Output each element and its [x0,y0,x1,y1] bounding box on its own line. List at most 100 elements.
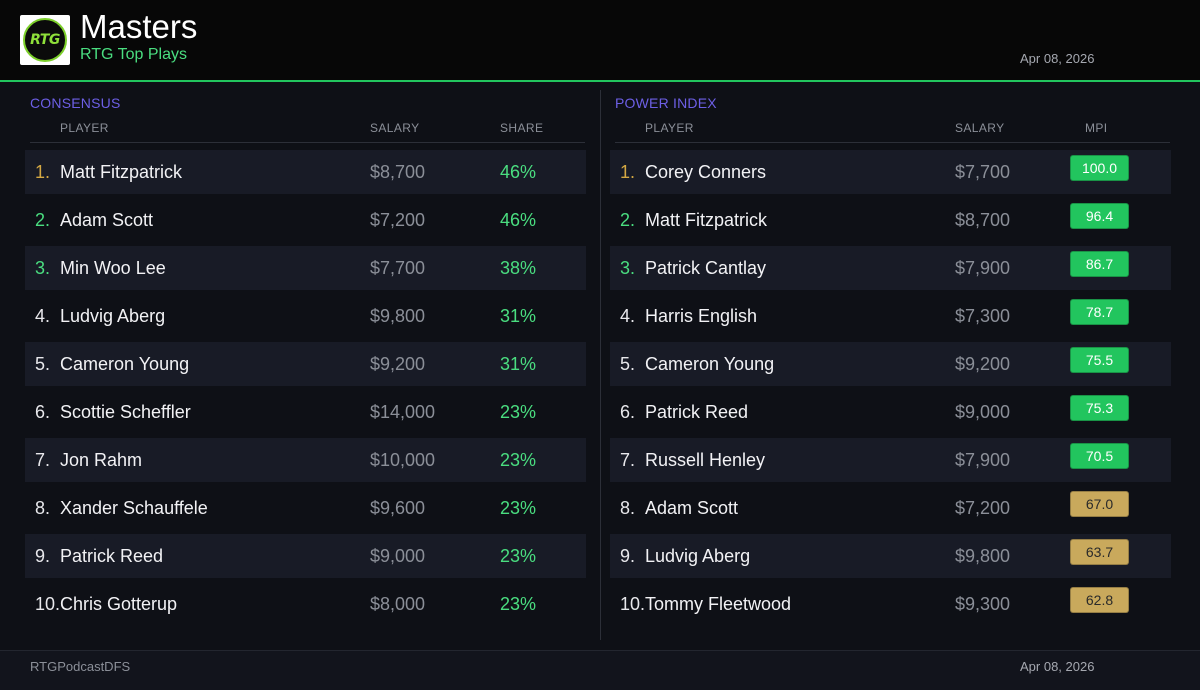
player-name: Jon Rahm [60,450,143,470]
player-salary: $9,800 [955,546,1011,566]
footer: RTGPodcastDFS Apr 08, 2026 [0,650,1200,690]
rank-number: 7. [35,450,51,470]
rank-number: 5. [620,354,636,374]
ownership-share: 23% [500,498,537,518]
player-salary: $9,000 [955,402,1011,422]
player-name: Adam Scott [60,210,154,230]
consensus-salary-header: SALARY [370,121,420,135]
rank-number: 2. [35,210,51,230]
power-salary-header: SALARY [955,121,1005,135]
player-name: Cameron Young [645,354,775,374]
player-name: Adam Scott [645,498,739,518]
table-row: 5. Cameron Young $9,200 75.5 [610,342,1171,386]
rank-number: 2. [620,210,636,230]
player-name: Scottie Scheffler [60,402,191,422]
ownership-share: 46% [500,162,537,182]
player-salary: $7,900 [955,450,1011,470]
table-row: 9. Ludvig Aberg $9,800 63.7 [610,534,1171,578]
table-row: 7. Jon Rahm $10,000 23% [25,438,586,482]
table-row: 2. Adam Scott $7,200 46% [25,198,586,242]
player-salary: $9,300 [955,594,1011,614]
table-row: 5. Cameron Young $9,200 31% [25,342,586,386]
ownership-share: 23% [500,594,537,614]
player-name: Corey Conners [645,162,767,182]
rank-number: 10. [35,594,61,614]
ownership-share: 23% [500,450,537,470]
rank-number: 4. [35,306,51,326]
ownership-share: 31% [500,306,537,326]
table-row: 7. Russell Henley $7,900 70.5 [610,438,1171,482]
table-row: 4. Ludvig Aberg $9,800 31% [25,294,586,338]
header-divider [615,142,1170,143]
ownership-share: 38% [500,258,537,278]
player-salary: $10,000 [370,450,436,470]
power-index-title: POWER INDEX [615,95,717,111]
rank-number: 9. [35,546,51,566]
rank-number: 6. [35,402,51,422]
table-row: 3. Patrick Cantlay $7,900 86.7 [610,246,1171,290]
table-row: 6. Scottie Scheffler $14,000 23% [25,390,586,434]
player-salary: $7,200 [955,498,1011,518]
player-name: Russell Henley [645,450,766,470]
page-subtitle: RTG Top Plays [80,46,188,63]
player-name: Tommy Fleetwood [645,594,792,614]
footer-handle: RTGPodcastDFS [30,659,131,674]
power-index-list: 1. Corey Conners $7,700 100.0 2. Matt Fitzpat… [610,150,1172,630]
player-name: Matt Fitzpatrick [645,210,768,230]
player-salary: $7,900 [955,258,1011,278]
player-salary: $9,800 [370,306,426,326]
ownership-share: 31% [500,354,537,374]
consensus-title: CONSENSUS [30,95,121,111]
mpi-badge: 96.4 [1070,203,1129,229]
table-row: 1. Corey Conners $7,700 100.0 [610,150,1171,194]
player-salary: $9,200 [955,354,1011,374]
player-name: Ludvig Aberg [60,306,166,326]
player-salary: $7,300 [955,306,1011,326]
rank-number: 5. [35,354,51,374]
player-salary: $8,700 [370,162,426,182]
player-name: Chris Gotterup [60,594,178,614]
rank-number: 3. [35,258,51,278]
mpi-badge: 75.3 [1070,395,1129,421]
table-row: 8. Adam Scott $7,200 67.0 [610,486,1171,530]
player-salary: $7,700 [955,162,1011,182]
ownership-share: 23% [500,402,537,422]
player-name: Patrick Reed [60,546,164,566]
player-name: Min Woo Lee [60,258,166,278]
logo-badge: RTG [23,18,67,62]
player-salary: $7,700 [370,258,426,278]
power-mpi-header: MPI [1085,121,1108,135]
player-name: Ludvig Aberg [645,546,751,566]
ownership-share: 46% [500,210,537,230]
player-name: Patrick Reed [645,402,749,422]
mpi-badge: 75.5 [1070,347,1129,373]
header-date: Apr 08, 2026 [1020,51,1095,66]
player-salary: $9,000 [370,546,426,566]
rank-number: 3. [620,258,636,278]
player-salary: $14,000 [370,402,436,422]
rank-number: 1. [35,162,51,182]
header-divider [30,142,585,143]
rtg-logo: RTG [20,15,70,65]
rank-number: 9. [620,546,636,566]
mpi-badge: 86.7 [1070,251,1129,277]
page-title: Masters [80,8,198,45]
player-name: Matt Fitzpatrick [60,162,183,182]
header: RTG Masters RTG Top Plays Apr 08, 2026 [0,0,1200,82]
player-salary: $8,700 [955,210,1011,230]
table-row: 8. Xander Schauffele $9,600 23% [25,486,586,530]
panel-divider [600,90,601,640]
logo-text: RTG [30,32,60,48]
table-row: 10. Chris Gotterup $8,000 23% [25,582,586,626]
player-salary: $7,200 [370,210,426,230]
mpi-badge: 67.0 [1070,491,1129,517]
player-name: Patrick Cantlay [645,258,767,278]
consensus-player-header: PLAYER [60,121,109,135]
rank-number: 8. [35,498,51,518]
footer-date: Apr 08, 2026 [1020,659,1095,674]
table-row: 4. Harris English $7,300 78.7 [610,294,1171,338]
ownership-share: 23% [500,546,537,566]
consensus-list: 1. Matt Fitzpatrick $8,700 46% 2. Adam Scott $… [25,150,587,630]
player-salary: $9,200 [370,354,426,374]
rank-number: 7. [620,450,636,470]
